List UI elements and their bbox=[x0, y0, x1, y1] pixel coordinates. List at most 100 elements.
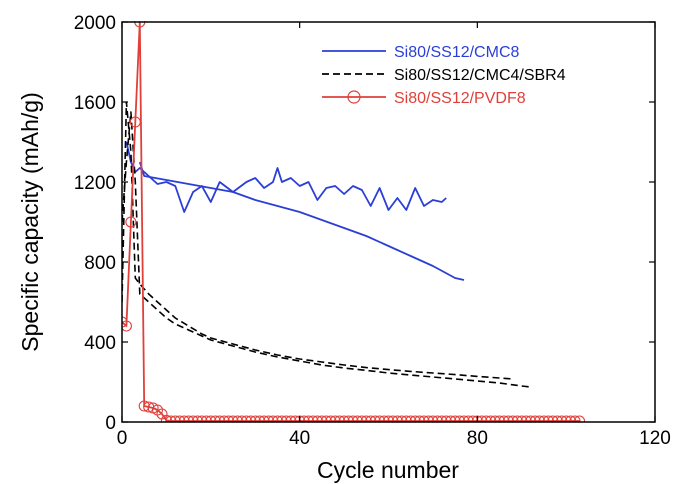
series-point bbox=[169, 415, 181, 422]
series-point bbox=[347, 415, 359, 422]
series-point bbox=[360, 415, 372, 422]
series-point bbox=[271, 415, 284, 422]
series-point bbox=[422, 415, 435, 422]
series-point bbox=[400, 415, 412, 422]
series-point bbox=[565, 415, 577, 422]
series-point bbox=[227, 415, 239, 422]
series-point bbox=[440, 415, 452, 422]
series-point bbox=[334, 415, 346, 422]
series-point bbox=[200, 415, 212, 422]
series-point bbox=[178, 415, 190, 422]
series-point bbox=[445, 415, 457, 422]
series-point bbox=[280, 415, 292, 422]
series-point bbox=[191, 415, 204, 422]
series-point bbox=[254, 415, 266, 422]
series-point bbox=[316, 415, 328, 422]
series-point bbox=[138, 400, 150, 412]
y-tick-label: 1600 bbox=[74, 93, 116, 114]
series-line-3 bbox=[122, 111, 531, 388]
legend-label-2: Si80/SS12/PVDF8 bbox=[394, 90, 526, 107]
series-point bbox=[409, 415, 421, 422]
series-point bbox=[307, 415, 319, 422]
series-point bbox=[502, 415, 514, 422]
series-point bbox=[302, 415, 315, 422]
x-tick-label: 120 bbox=[639, 428, 671, 449]
series-point bbox=[382, 415, 395, 422]
series-point bbox=[573, 415, 586, 422]
legend-marker-icon bbox=[347, 90, 361, 104]
series-point bbox=[396, 415, 408, 422]
series-point bbox=[529, 415, 541, 422]
legend-label-0: Si80/SS12/CMC8 bbox=[394, 44, 519, 61]
series-point bbox=[122, 320, 132, 332]
series-point bbox=[431, 415, 443, 422]
series-line-2 bbox=[122, 101, 513, 380]
series-point bbox=[249, 415, 261, 422]
series-point bbox=[209, 415, 221, 422]
series-point bbox=[320, 415, 332, 422]
series-point bbox=[351, 415, 363, 422]
series-point bbox=[489, 415, 501, 422]
series-point bbox=[427, 415, 439, 422]
series-point bbox=[329, 415, 341, 422]
series-point bbox=[374, 415, 386, 422]
series-point bbox=[122, 316, 128, 328]
series-point bbox=[125, 216, 137, 228]
series-point bbox=[458, 415, 470, 422]
series-point bbox=[129, 116, 141, 128]
series-point bbox=[569, 415, 581, 422]
series-point bbox=[418, 415, 430, 422]
series-point bbox=[236, 415, 248, 422]
series-point bbox=[369, 415, 381, 422]
series-point bbox=[405, 415, 417, 422]
series-point bbox=[485, 415, 497, 422]
series-point bbox=[218, 415, 230, 422]
series-point bbox=[454, 415, 466, 422]
series-point bbox=[276, 415, 288, 422]
series-point bbox=[205, 415, 217, 422]
series-point bbox=[365, 415, 377, 422]
series-point bbox=[325, 415, 337, 422]
plot-area bbox=[122, 21, 586, 422]
series-point bbox=[311, 415, 323, 422]
x-tick-label: 40 bbox=[289, 428, 310, 449]
x-tick-label: 0 bbox=[117, 428, 128, 449]
series-point bbox=[263, 415, 275, 422]
series-point bbox=[356, 415, 368, 422]
series-point bbox=[187, 415, 199, 422]
x-axis-title: Cycle number bbox=[317, 457, 459, 483]
series-point bbox=[342, 415, 355, 422]
series-point bbox=[449, 415, 461, 422]
x-tick-label: 80 bbox=[467, 428, 488, 449]
series-point bbox=[551, 415, 563, 422]
series-line-0 bbox=[125, 141, 447, 213]
series-point bbox=[285, 415, 297, 422]
series-point bbox=[560, 415, 572, 422]
series-point bbox=[538, 415, 550, 422]
series-point bbox=[507, 415, 519, 422]
y-tick-label: 2000 bbox=[74, 13, 116, 34]
series-point bbox=[174, 415, 186, 422]
series-point bbox=[245, 415, 257, 422]
series-point bbox=[387, 415, 399, 422]
series-point bbox=[378, 415, 390, 422]
series-point bbox=[160, 414, 172, 422]
series-point bbox=[414, 415, 426, 422]
series-point bbox=[525, 415, 537, 422]
legend-label-1: Si80/SS12/CMC4/SBR4 bbox=[394, 67, 566, 84]
series-point bbox=[547, 415, 559, 422]
series-point bbox=[520, 415, 532, 422]
series-point bbox=[267, 415, 279, 422]
series-point bbox=[196, 415, 208, 422]
series-point bbox=[165, 415, 177, 422]
series-point bbox=[223, 415, 235, 422]
series-point bbox=[183, 415, 195, 422]
series-point bbox=[462, 415, 474, 422]
series-point bbox=[338, 415, 350, 422]
series-point bbox=[493, 415, 506, 422]
y-tick-label: 400 bbox=[84, 333, 116, 354]
series-point bbox=[542, 415, 554, 422]
series-point bbox=[533, 415, 546, 422]
